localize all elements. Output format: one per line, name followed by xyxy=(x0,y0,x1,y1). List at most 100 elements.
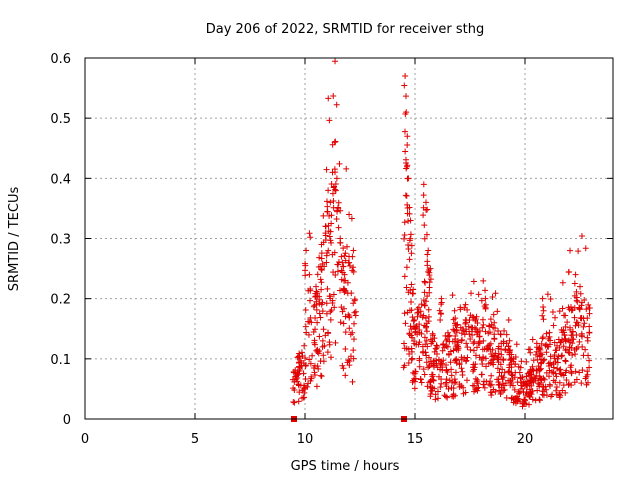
data-point xyxy=(464,344,471,351)
data-point xyxy=(346,325,353,332)
data-point xyxy=(518,358,525,365)
peak-cluster-point xyxy=(404,210,411,217)
data-point xyxy=(470,366,477,373)
peak-cluster-point xyxy=(573,294,580,301)
peak-point xyxy=(420,181,427,188)
data-point xyxy=(346,313,353,320)
data-point xyxy=(441,392,448,399)
data-point xyxy=(308,375,315,382)
x-axis-label: GPS time / hours xyxy=(291,459,400,474)
data-point xyxy=(424,383,431,390)
data-point xyxy=(569,340,576,347)
data-point xyxy=(494,308,501,315)
data-point xyxy=(327,354,334,361)
data-point xyxy=(332,272,339,279)
data-point xyxy=(550,360,557,367)
data-point xyxy=(298,349,305,356)
data-point xyxy=(513,341,520,348)
data-point xyxy=(409,314,416,321)
data-point xyxy=(351,320,358,327)
data-point xyxy=(470,340,477,347)
peak-cluster-point xyxy=(312,293,319,300)
data-point xyxy=(489,293,496,300)
data-point xyxy=(490,386,497,393)
data-point xyxy=(298,362,305,369)
data-point xyxy=(566,380,573,387)
data-point xyxy=(551,352,558,359)
data-point xyxy=(562,335,569,342)
data-point xyxy=(419,343,426,350)
data-point xyxy=(443,383,450,390)
data-point xyxy=(448,372,455,379)
peak-cluster-point xyxy=(403,160,410,167)
data-point xyxy=(509,376,516,383)
data-point xyxy=(351,309,358,316)
data-point xyxy=(551,339,558,346)
data-point xyxy=(566,306,573,313)
data-point xyxy=(573,319,580,326)
peak-cluster-point xyxy=(349,253,356,260)
data-point xyxy=(421,334,428,341)
data-point xyxy=(534,367,541,374)
data-point xyxy=(467,312,474,319)
peak-cluster-point xyxy=(407,235,414,242)
data-point xyxy=(302,307,309,314)
data-point xyxy=(311,369,318,376)
data-point xyxy=(508,369,515,376)
data-point xyxy=(578,380,585,387)
data-point xyxy=(443,367,450,374)
data-point xyxy=(342,329,349,336)
data-point xyxy=(323,166,330,173)
x-tick-label: 20 xyxy=(517,432,534,447)
peak-point xyxy=(404,133,411,140)
data-point xyxy=(470,314,477,321)
data-point xyxy=(452,369,459,376)
data-point xyxy=(416,363,423,370)
data-point xyxy=(425,306,432,313)
data-point xyxy=(500,357,507,364)
data-point xyxy=(562,357,569,364)
data-point xyxy=(444,329,451,336)
peak-cluster-point xyxy=(437,310,444,317)
data-point xyxy=(335,199,342,206)
data-point xyxy=(506,361,513,368)
data-point xyxy=(543,330,550,337)
data-point xyxy=(401,219,408,226)
data-point xyxy=(290,385,297,392)
data-point xyxy=(564,319,571,326)
data-point xyxy=(458,354,465,361)
data-point xyxy=(420,366,427,373)
data-point xyxy=(569,328,576,335)
peak-cluster-point xyxy=(328,212,335,219)
data-point xyxy=(408,281,415,288)
data-point xyxy=(450,326,457,333)
peak-cluster-point xyxy=(338,276,345,283)
data-point xyxy=(553,391,560,398)
data-point xyxy=(536,397,543,404)
data-point xyxy=(440,357,447,364)
ticks-layer: 0 0.1 0.2 0.3 0.4 0.5 0.6 0 5 10 15 20 xyxy=(50,52,613,447)
data-point xyxy=(456,381,463,388)
data-point xyxy=(314,363,321,370)
peak-cluster-point xyxy=(473,326,480,333)
data-point xyxy=(511,386,518,393)
peak-cluster-point xyxy=(408,242,415,249)
peak-cluster-point xyxy=(337,239,344,246)
peak-point xyxy=(403,109,410,116)
data-point xyxy=(557,339,564,346)
data-point xyxy=(568,344,575,351)
peak-cluster-point xyxy=(402,148,409,155)
data-point xyxy=(447,359,454,366)
peak-point xyxy=(451,307,458,314)
data-point xyxy=(430,358,437,365)
peak-cluster-point xyxy=(540,316,547,323)
data-point xyxy=(556,379,563,386)
data-point xyxy=(535,377,542,384)
peak-point xyxy=(462,301,469,308)
data-point xyxy=(488,381,495,388)
data-point xyxy=(445,333,452,340)
data-point xyxy=(479,324,486,331)
peak-cluster-point xyxy=(401,82,408,89)
data-point xyxy=(571,314,578,321)
data-point xyxy=(352,312,359,319)
